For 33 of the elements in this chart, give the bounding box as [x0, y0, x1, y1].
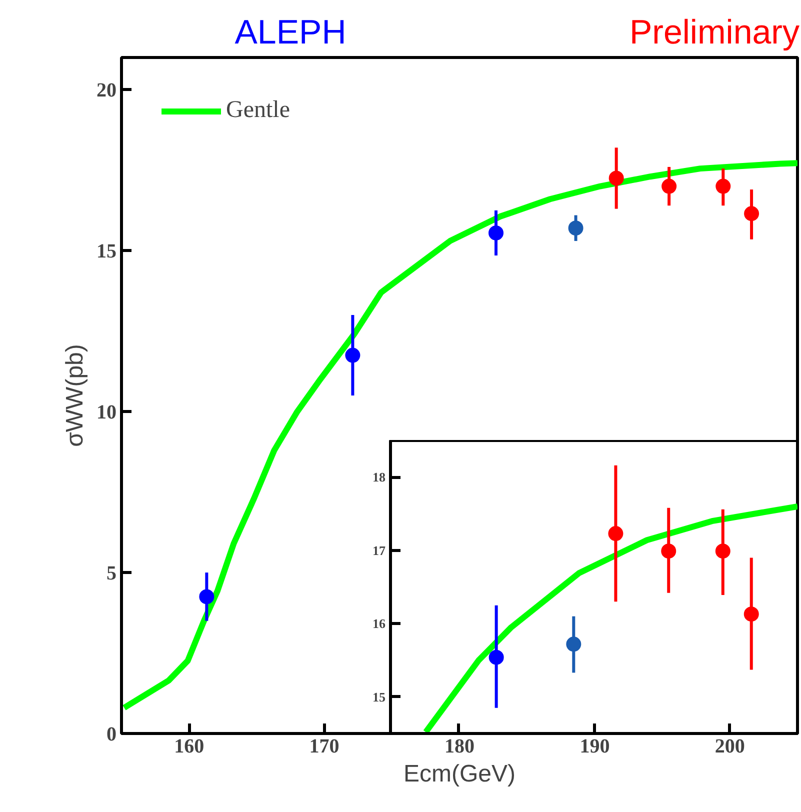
- text: Preliminary: [629, 14, 800, 52]
- point: [661, 544, 676, 559]
- y-tick-label: 15: [96, 240, 116, 263]
- legend-label: Gentle: [226, 97, 290, 124]
- y-tick-label: 10: [96, 402, 116, 424]
- y-axis-title: σWW(pb): [62, 344, 88, 447]
- point: [716, 178, 731, 194]
- x-tick-label: 160: [174, 736, 204, 758]
- chart-title: ALEPH: [234, 14, 346, 52]
- point: [744, 606, 759, 622]
- y-tick-label: 0: [106, 724, 116, 746]
- y-tick-label: 5: [106, 562, 116, 585]
- y-tick-label: 20: [96, 80, 116, 102]
- point: [744, 206, 760, 222]
- point: [662, 178, 677, 194]
- point: [608, 170, 624, 186]
- x-tick-label: 170: [309, 736, 340, 758]
- point: [566, 636, 582, 652]
- point: [345, 348, 360, 363]
- y-tick-label: 17: [372, 542, 386, 558]
- point: [608, 526, 624, 542]
- point: [568, 220, 584, 236]
- x-tick-label: 190: [580, 736, 610, 758]
- point: [488, 650, 504, 665]
- y-tick-label: 18: [372, 470, 386, 485]
- x-axis-title: Ecm(GeV): [403, 760, 516, 788]
- point: [715, 544, 730, 559]
- x-tick-label: 180: [444, 736, 474, 758]
- point: [488, 225, 504, 240]
- y-tick-label: 15: [372, 689, 386, 704]
- x-tick-label: 200: [714, 736, 745, 758]
- y-tick-label: 16: [372, 616, 386, 632]
- point: [199, 589, 214, 604]
